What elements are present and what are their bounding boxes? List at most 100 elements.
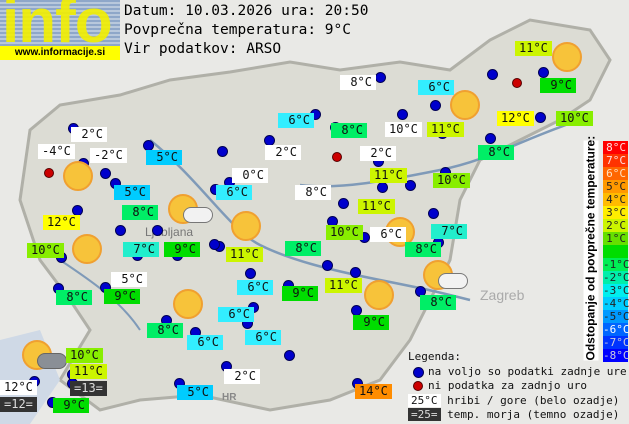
sun-icon xyxy=(231,211,261,241)
cloud-icon xyxy=(183,207,213,223)
temperature-label: -4°C xyxy=(38,144,75,159)
temperature-label: 2°C xyxy=(265,145,301,160)
station-no-data-dot[interactable] xyxy=(332,152,342,162)
temperature-label: 9°C xyxy=(104,289,140,304)
temperature-label: 10°C xyxy=(556,111,593,126)
logo[interactable]: info www.informacije.si xyxy=(0,0,120,60)
temperature-label: 9°C xyxy=(164,242,200,257)
temperature-label: 11°C xyxy=(515,41,552,56)
temperature-label: 9°C xyxy=(353,315,389,330)
scale-step: -8°C xyxy=(603,349,629,362)
temperature-label: 0°C xyxy=(232,168,268,183)
temperature-label: 11°C xyxy=(70,364,107,379)
temperature-label: 8°C xyxy=(147,323,183,338)
station-dot[interactable] xyxy=(338,198,349,209)
station-dot[interactable] xyxy=(375,72,386,83)
temperature-label: 7°C xyxy=(431,224,467,239)
legend-mountain-sample: 25°C xyxy=(408,393,441,407)
station-dot[interactable] xyxy=(487,69,498,80)
scale-step: -4°C xyxy=(603,297,629,310)
legend-red: ni podatka za zadnjo uro xyxy=(428,379,587,392)
temperature-label: 14°C xyxy=(355,384,392,399)
temperature-label: 12°C xyxy=(0,380,37,395)
temperature-label: 8°C xyxy=(331,123,367,138)
temperature-label: =12= xyxy=(0,397,37,412)
scale-step: -1°C xyxy=(603,258,629,271)
temperature-label: 11°C xyxy=(226,247,263,262)
temperature-label: 10°C xyxy=(27,243,64,258)
temperature-label: 11°C xyxy=(427,122,464,137)
temperature-label: 10°C xyxy=(385,122,422,137)
station-dot[interactable] xyxy=(245,268,256,279)
station-dot[interactable] xyxy=(430,100,441,111)
station-dot[interactable] xyxy=(115,225,126,236)
legend-blue: na voljo so podatki zadnje ure xyxy=(428,364,627,378)
sun-icon xyxy=(173,289,203,319)
station-dot[interactable] xyxy=(485,133,496,144)
scale-step: 6°C xyxy=(603,167,628,180)
sun-icon xyxy=(72,234,102,264)
temperature-label: 10°C xyxy=(66,348,103,363)
temperature-label: 2°C xyxy=(360,146,396,161)
temperature-label: 6°C xyxy=(218,307,254,322)
temperature-label: 6°C xyxy=(370,227,406,242)
station-dot[interactable] xyxy=(284,350,295,361)
temperature-label: 6°C xyxy=(245,330,281,345)
station-dot[interactable] xyxy=(209,239,220,250)
temperature-label: 8°C xyxy=(405,242,441,257)
station-dot[interactable] xyxy=(535,112,546,123)
temperature-label: 2°C xyxy=(71,127,107,142)
temperature-label: 7°C xyxy=(123,242,159,257)
temperature-label: 6°C xyxy=(237,280,273,295)
temperature-label: 9°C xyxy=(540,78,576,93)
temperature-label: 11°C xyxy=(325,278,362,293)
temperature-label: 8°C xyxy=(295,185,331,200)
temperature-label: 8°C xyxy=(340,75,376,90)
scale-step xyxy=(603,245,628,258)
scale-step: 7°C xyxy=(603,154,628,167)
cloud-icon xyxy=(37,353,67,369)
date-time: Datum: 10.03.2026 ura: 20:50 xyxy=(124,3,369,19)
station-dot[interactable] xyxy=(217,146,228,157)
station-dot[interactable] xyxy=(538,67,549,78)
station-no-data-dot[interactable] xyxy=(44,168,54,178)
scale-step: -7°C xyxy=(603,336,629,349)
temperature-label: 2°C xyxy=(224,369,260,384)
scale-step: 1°C xyxy=(603,232,628,245)
station-dot[interactable] xyxy=(405,180,416,191)
legend-sea-sample: =25= xyxy=(408,408,441,421)
logo-url[interactable]: www.informacije.si xyxy=(0,46,120,60)
station-dot[interactable] xyxy=(428,208,439,219)
temperature-label: 12°C xyxy=(43,215,80,230)
scale-step: 4°C xyxy=(603,193,628,206)
station-dot[interactable] xyxy=(350,267,361,278)
scale-step: 8°C xyxy=(603,141,628,154)
station-dot[interactable] xyxy=(152,225,163,236)
temperature-label: 6°C xyxy=(216,185,252,200)
sun-icon xyxy=(364,280,394,310)
legend-title: Legenda: xyxy=(408,350,461,363)
temperature-label: =13= xyxy=(70,381,107,396)
temperature-label: 11°C xyxy=(358,199,395,214)
place-hr: HR xyxy=(222,392,237,403)
temperature-label: 10°C xyxy=(433,173,470,188)
temperature-label: 8°C xyxy=(420,295,456,310)
station-dot[interactable] xyxy=(397,109,408,120)
station-dot[interactable] xyxy=(322,260,333,271)
red-dot-icon xyxy=(413,381,423,391)
legend-sea: temp. morja (temno ozadje) xyxy=(447,408,620,421)
temperature-label: 12°C xyxy=(497,111,534,126)
temperature-label: 5°C xyxy=(146,150,182,165)
sun-icon xyxy=(450,90,480,120)
station-dot[interactable] xyxy=(100,168,111,179)
legend-mountain: hribi / gore (belo ozadje) xyxy=(447,393,620,407)
scale-step: 2°C xyxy=(603,219,628,232)
blue-dot-icon xyxy=(413,366,424,378)
temperature-label: 8°C xyxy=(56,290,92,305)
temperature-label: 9°C xyxy=(282,286,318,301)
data-source: Vir podatkov: ARSO xyxy=(124,41,282,57)
scale-step: 5°C xyxy=(603,180,628,193)
station-no-data-dot[interactable] xyxy=(512,78,522,88)
scale-step: -3°C xyxy=(603,284,629,297)
station-dot[interactable] xyxy=(377,182,388,193)
